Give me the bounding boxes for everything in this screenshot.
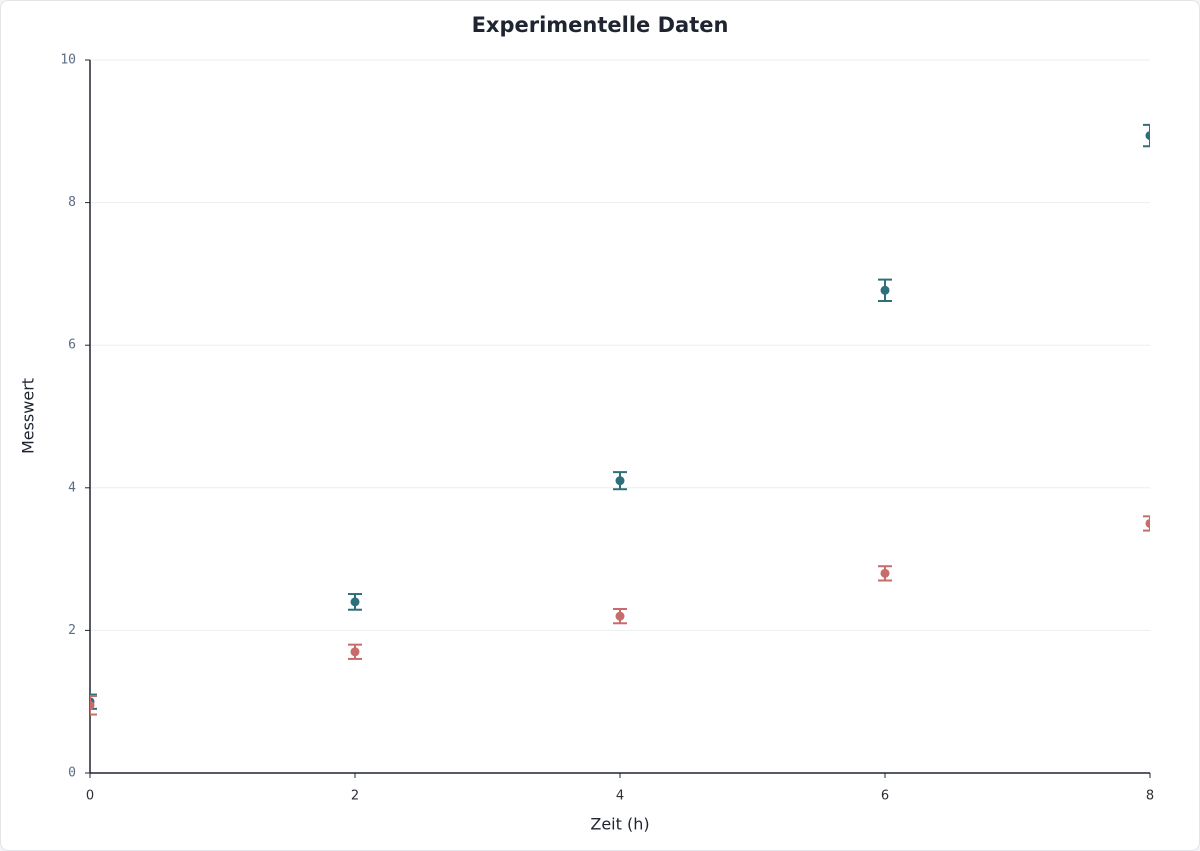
data-point — [1145, 131, 1150, 141]
y-tick-label: 2 — [68, 623, 76, 638]
x-tick-label: 0 — [86, 789, 94, 804]
data-point — [615, 611, 625, 621]
data-point — [880, 285, 890, 295]
y-tick-label: 10 — [60, 53, 76, 68]
x-axis-label: Zeit (h) — [590, 815, 649, 834]
data-point — [350, 647, 360, 657]
x-tick-label: 4 — [616, 789, 624, 804]
plot-area — [90, 123, 1150, 716]
data-point — [615, 476, 625, 486]
y-axis-label: Messwert — [19, 378, 38, 454]
error-bar — [90, 694, 97, 716]
error-bar — [1143, 515, 1150, 532]
data-point — [90, 700, 95, 710]
data-point — [880, 568, 890, 578]
x-tick-label: 8 — [1146, 789, 1154, 804]
error-bar — [90, 693, 97, 710]
x-tick-label: 2 — [351, 789, 359, 804]
data-point — [1145, 518, 1150, 528]
data-point — [350, 597, 360, 607]
y-tick-label: 8 — [68, 195, 76, 210]
x-tick-label: 6 — [881, 789, 889, 804]
chart-title: Experimentelle Daten — [472, 13, 729, 37]
y-tick-label: 4 — [68, 480, 76, 495]
error-bar — [1143, 123, 1150, 148]
y-tick-label: 0 — [68, 766, 76, 781]
grid: 0 2 4 6 8 10 0 2 4 6 8 — [60, 53, 1154, 804]
y-tick-label: 6 — [68, 338, 76, 353]
